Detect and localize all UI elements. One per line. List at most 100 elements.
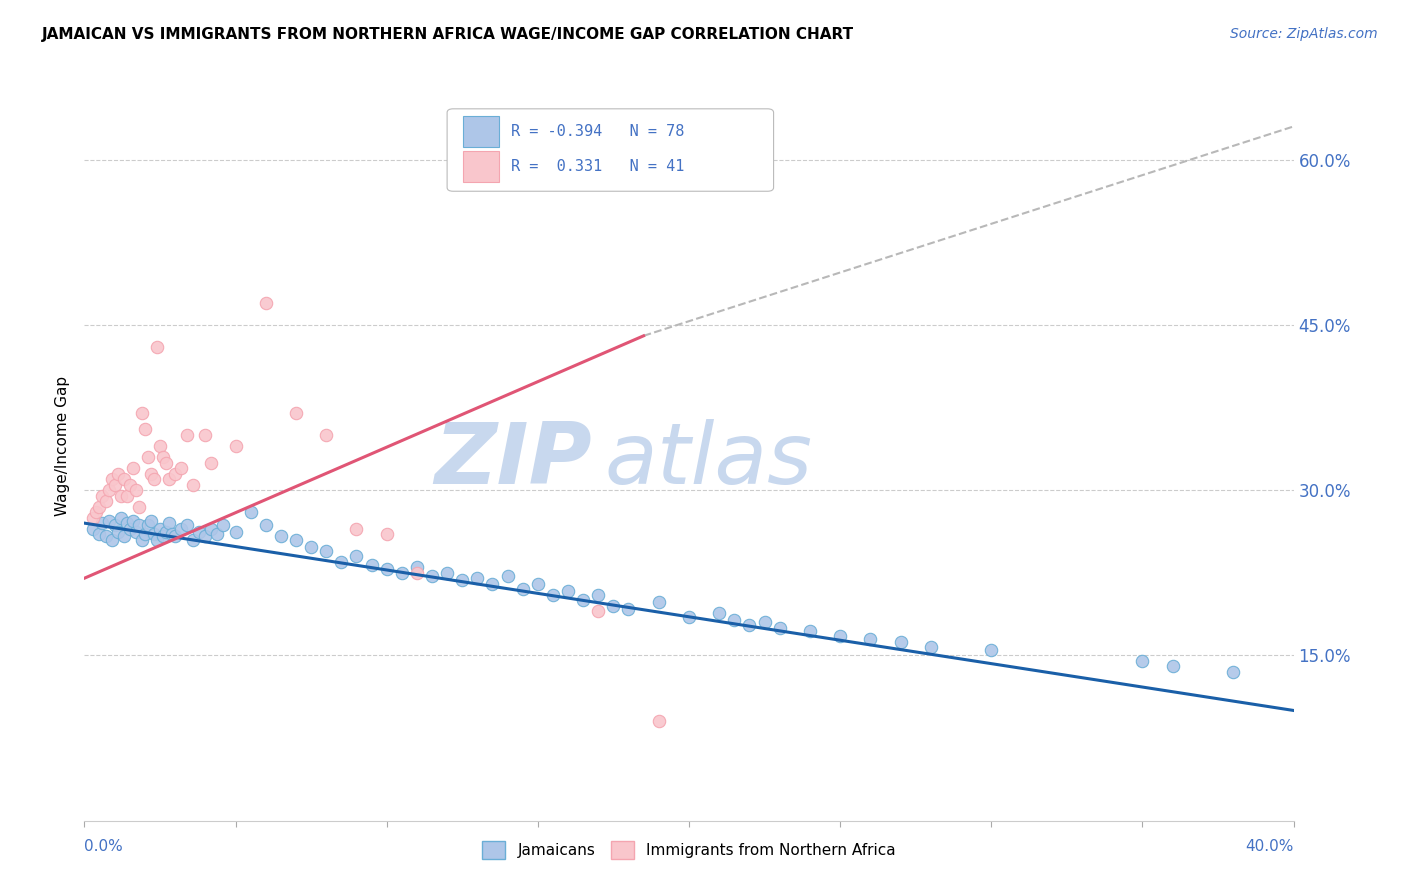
Text: atlas: atlas bbox=[605, 419, 813, 502]
Legend: Jamaicans, Immigrants from Northern Africa: Jamaicans, Immigrants from Northern Afri… bbox=[477, 835, 901, 865]
Point bbox=[330, 555, 353, 569]
Point bbox=[115, 489, 138, 503]
Point bbox=[602, 599, 624, 613]
Point bbox=[89, 527, 111, 541]
Point bbox=[709, 607, 731, 621]
Point bbox=[121, 461, 143, 475]
Bar bbox=[463, 116, 499, 147]
Point bbox=[91, 516, 114, 530]
Point bbox=[134, 527, 156, 541]
Point bbox=[165, 467, 187, 481]
Text: 40.0%: 40.0% bbox=[1246, 838, 1294, 854]
Point bbox=[406, 566, 429, 580]
Point bbox=[131, 406, 153, 420]
Point bbox=[315, 428, 337, 442]
Point bbox=[830, 628, 852, 642]
Point bbox=[170, 522, 193, 536]
Point bbox=[194, 529, 217, 543]
Point bbox=[194, 428, 217, 442]
Point bbox=[1161, 659, 1184, 673]
Point bbox=[346, 549, 368, 564]
Point bbox=[157, 472, 180, 486]
Point bbox=[738, 617, 761, 632]
Point bbox=[146, 340, 169, 354]
Point bbox=[239, 505, 262, 519]
Point bbox=[112, 472, 135, 486]
Point bbox=[134, 422, 156, 436]
Point bbox=[152, 529, 174, 543]
Point bbox=[890, 635, 912, 649]
Point bbox=[375, 562, 398, 576]
Point bbox=[176, 518, 198, 533]
Point bbox=[678, 609, 700, 624]
Point bbox=[110, 510, 132, 524]
Point bbox=[100, 533, 122, 547]
Point bbox=[1222, 665, 1244, 679]
Point bbox=[118, 522, 141, 536]
Point bbox=[115, 516, 138, 530]
Point bbox=[436, 566, 458, 580]
Point bbox=[125, 524, 148, 539]
Point bbox=[152, 450, 174, 464]
Point bbox=[799, 624, 821, 639]
Point bbox=[496, 569, 519, 583]
Point bbox=[149, 522, 172, 536]
Point bbox=[299, 541, 322, 555]
Point bbox=[89, 500, 111, 514]
Point bbox=[920, 640, 942, 654]
Point bbox=[254, 295, 277, 310]
Point bbox=[406, 560, 429, 574]
Point bbox=[181, 477, 204, 491]
Point bbox=[125, 483, 148, 497]
Point bbox=[118, 477, 141, 491]
Point bbox=[110, 489, 132, 503]
Y-axis label: Wage/Income Gap: Wage/Income Gap bbox=[55, 376, 70, 516]
Point bbox=[107, 524, 129, 539]
Point bbox=[225, 524, 247, 539]
Point bbox=[136, 518, 159, 533]
Point bbox=[121, 514, 143, 528]
Point bbox=[146, 533, 169, 547]
Point bbox=[572, 593, 595, 607]
Point bbox=[391, 566, 413, 580]
Point bbox=[617, 602, 640, 616]
Point bbox=[723, 613, 745, 627]
Text: ZIP: ZIP bbox=[434, 419, 592, 502]
Point bbox=[136, 450, 159, 464]
Point bbox=[557, 584, 579, 599]
Text: Source: ZipAtlas.com: Source: ZipAtlas.com bbox=[1230, 27, 1378, 41]
Point bbox=[648, 595, 671, 609]
Point bbox=[980, 643, 1002, 657]
Point bbox=[107, 467, 129, 481]
Text: R =  0.331   N = 41: R = 0.331 N = 41 bbox=[512, 159, 685, 174]
Point bbox=[131, 533, 153, 547]
Point bbox=[859, 632, 882, 646]
Point bbox=[142, 527, 165, 541]
Point bbox=[86, 505, 108, 519]
Point bbox=[82, 522, 104, 536]
Point bbox=[181, 533, 204, 547]
Point bbox=[155, 524, 177, 539]
Point bbox=[188, 524, 211, 539]
Point bbox=[588, 588, 610, 602]
FancyBboxPatch shape bbox=[447, 109, 773, 191]
Point bbox=[157, 516, 180, 530]
Point bbox=[512, 582, 534, 597]
Point bbox=[97, 483, 120, 497]
Point bbox=[375, 527, 398, 541]
Point bbox=[754, 615, 776, 630]
Point bbox=[160, 527, 183, 541]
Point bbox=[100, 472, 122, 486]
Point bbox=[104, 477, 127, 491]
Point bbox=[527, 576, 550, 591]
Point bbox=[104, 518, 127, 533]
Point bbox=[139, 467, 162, 481]
Point bbox=[112, 529, 135, 543]
Point bbox=[91, 489, 114, 503]
Point bbox=[1130, 654, 1153, 668]
Point bbox=[170, 461, 193, 475]
Point bbox=[451, 574, 474, 588]
Point bbox=[139, 514, 162, 528]
Point bbox=[155, 456, 177, 470]
Text: JAMAICAN VS IMMIGRANTS FROM NORTHERN AFRICA WAGE/INCOME GAP CORRELATION CHART: JAMAICAN VS IMMIGRANTS FROM NORTHERN AFR… bbox=[42, 27, 855, 42]
